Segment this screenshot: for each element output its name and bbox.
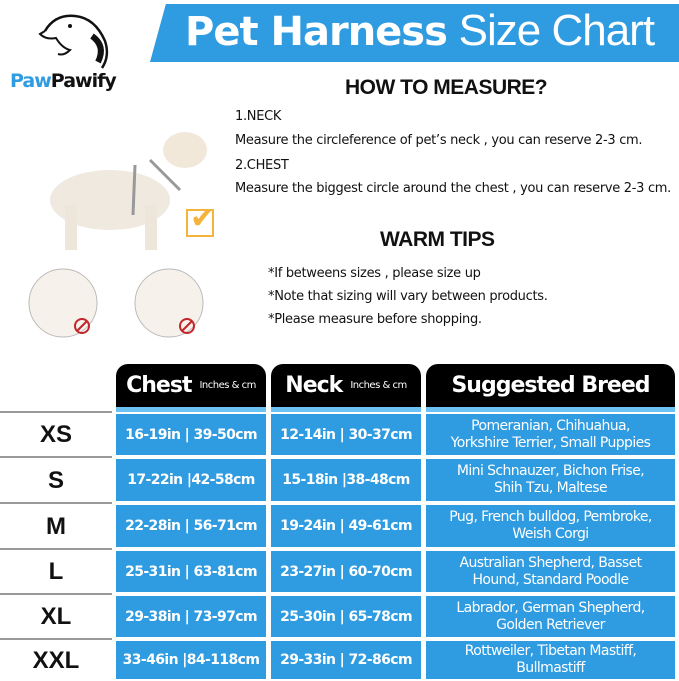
size-label: S bbox=[0, 456, 112, 503]
neck-cell: 12-14in | 30-37cm bbox=[271, 414, 421, 455]
how-to-measure-heading: HOW TO MEASURE? bbox=[345, 76, 548, 99]
chest-cell: 25-31in | 63-81cm bbox=[116, 551, 266, 592]
neck-label: 1.NECK bbox=[235, 109, 282, 124]
correct-checkmark-icon: ✔ bbox=[186, 201, 215, 237]
tip-1: *If betweens sizes , please size up bbox=[268, 266, 481, 281]
tip-2: *Note that sizing will vary between prod… bbox=[268, 289, 548, 304]
size-label: XS bbox=[0, 411, 112, 457]
chest-header: Chest Inches & cm bbox=[116, 364, 266, 412]
breed-cell: Australian Shepherd, Basset Hound, Stand… bbox=[426, 551, 675, 592]
size-label: M bbox=[0, 502, 112, 549]
chest-cell: 33-46in |84-118cm bbox=[116, 641, 266, 679]
neck-cell: 23-27in | 60-70cm bbox=[271, 551, 421, 592]
page-title: Pet Harness Size Chart bbox=[185, 6, 655, 55]
neck-cell: 15-18in |38-48cm bbox=[271, 459, 421, 501]
chest-instruction: Measure the biggest circle around the ch… bbox=[235, 181, 671, 196]
brand-logo: PawPawify bbox=[10, 70, 117, 92]
chest-cell: 16-19in | 39-50cm bbox=[116, 414, 266, 455]
breed-cell: Mini Schnauzer, Bichon Frise, Shih Tzu, … bbox=[426, 459, 675, 501]
dog-logo-icon bbox=[38, 14, 109, 69]
breed-cell: Labrador, German Shepherd, Golden Retrie… bbox=[426, 596, 675, 637]
neck-cell: 25-30in | 65-78cm bbox=[271, 596, 421, 637]
size-label: L bbox=[0, 548, 112, 594]
tip-3: *Please measure before shopping. bbox=[268, 312, 482, 327]
neck-instruction: Measure the circleference of pet’s neck … bbox=[235, 133, 643, 148]
warm-tips-heading: WARM TIPS bbox=[380, 228, 495, 251]
chest-cell: 22-28in | 56-71cm bbox=[116, 505, 266, 547]
breed-cell: Pug, French bulldog, Pembroke, Weish Cor… bbox=[426, 505, 675, 547]
neck-header: Neck Inches & cm bbox=[271, 364, 421, 412]
title-banner bbox=[150, 4, 679, 62]
size-label: XXL bbox=[0, 638, 112, 681]
breed-cell: Pomeranian, Chihuahua, Yorkshire Terrier… bbox=[426, 414, 675, 455]
breed-cell: Rottweiler, Tibetan Mastiff, Bullmastiff bbox=[426, 641, 675, 679]
size-label: XL bbox=[0, 593, 112, 639]
chest-label: 2.CHEST bbox=[235, 158, 289, 173]
neck-cell: 19-24in | 49-61cm bbox=[271, 505, 421, 547]
breed-header: Suggested Breed bbox=[426, 364, 675, 412]
chest-cell: 17-22in |42-58cm bbox=[116, 459, 266, 501]
chest-cell: 29-38in | 73-97cm bbox=[116, 596, 266, 637]
wrong-neck-example-image bbox=[28, 268, 98, 338]
dog-measuring-image bbox=[50, 132, 207, 250]
neck-cell: 29-33in | 72-86cm bbox=[271, 641, 421, 679]
wrong-chest-example-image bbox=[134, 268, 204, 338]
